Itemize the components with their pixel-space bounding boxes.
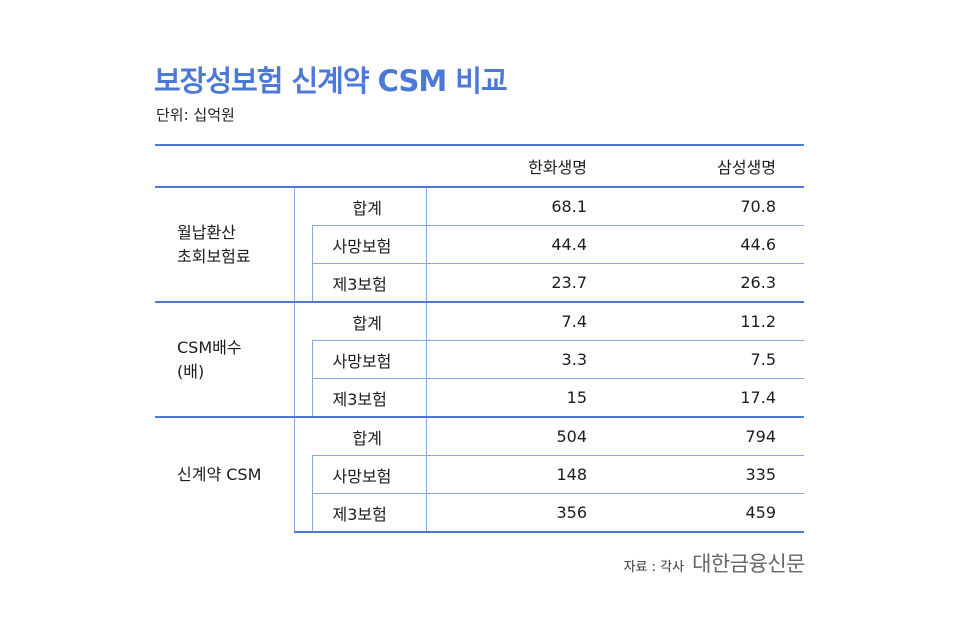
group-label: 신계약 CSM (155, 416, 295, 532)
table-row: 제3보험 15 17.4 (155, 378, 804, 417)
value-samsung: 7.5 (615, 340, 804, 379)
value-samsung: 459 (615, 493, 804, 533)
source-label: 자료 : 각사 (623, 560, 685, 575)
table-row: 제3보험 356 459 (155, 493, 804, 533)
indent-cell (294, 493, 313, 533)
source-credit: 자료 : 각사 대한금융신문 (623, 548, 806, 578)
value-hanwha: 7.4 (426, 301, 615, 341)
table-row: 제3보험 23.7 26.3 (155, 263, 804, 302)
group-label-line: CSM배수 (177, 338, 242, 358)
row-label: 제3보험 (312, 263, 427, 302)
table-row: 월납환산 초회보험료 합계 68.1 70.8 (155, 186, 804, 302)
indent-cell (294, 378, 313, 417)
row-label: 합계 (294, 301, 427, 341)
value-samsung: 17.4 (615, 378, 804, 417)
value-hanwha: 23.7 (426, 263, 615, 302)
group-label-line: (배) (177, 361, 205, 381)
table-row: 사망보험 148 335 (155, 455, 804, 494)
value-hanwha: 148 (426, 455, 615, 494)
csm-comparison-table: 한화생명 삼성생명 월납환산 초회보험료 합계 68.1 70.8 사망보험 44.4 44.… (155, 144, 804, 533)
value-hanwha: 504 (426, 416, 615, 456)
indent-cell (294, 455, 313, 494)
table-row: 신계약 CSM 합계 504 794 (155, 416, 804, 532)
value-hanwha: 44.4 (426, 225, 615, 264)
group-label: CSM배수 (배) (155, 301, 295, 417)
column-header-samsung: 삼성생명 (615, 144, 804, 188)
group-label-line: 월납환산 (177, 223, 236, 243)
value-samsung: 26.3 (615, 263, 804, 302)
value-hanwha: 356 (426, 493, 615, 533)
row-label: 사망보험 (312, 225, 427, 264)
table-row: 사망보험 44.4 44.6 (155, 225, 804, 264)
table-header-row: 한화생명 삼성생명 (155, 144, 804, 188)
table-row: 사망보험 3.3 7.5 (155, 340, 804, 379)
group-label-line: 초회보험료 (177, 246, 251, 266)
row-label: 제3보험 (312, 493, 427, 533)
row-label: 합계 (294, 416, 427, 456)
column-header-hanwha: 한화생명 (426, 144, 615, 188)
value-samsung: 794 (615, 416, 804, 456)
value-samsung: 11.2 (615, 301, 804, 341)
row-label: 사망보험 (312, 455, 427, 494)
value-hanwha: 15 (426, 378, 615, 417)
value-samsung: 70.8 (615, 186, 804, 226)
unit-label: 단위: 십억원 (156, 106, 235, 124)
header-blank (155, 144, 426, 188)
row-label: 합계 (294, 186, 427, 226)
table-row: CSM배수 (배) 합계 7.4 11.2 (155, 301, 804, 417)
value-samsung: 335 (615, 455, 804, 494)
table-body: 월납환산 초회보험료 합계 68.1 70.8 사망보험 44.4 44.6 제3보험 23.7 2… (155, 186, 804, 533)
indent-cell (294, 340, 313, 379)
indent-cell (294, 225, 313, 264)
publisher-logo: 대한금융신문 (692, 552, 805, 576)
value-samsung: 44.6 (615, 225, 804, 264)
value-hanwha: 68.1 (426, 186, 615, 226)
row-label: 사망보험 (312, 340, 427, 379)
row-label: 제3보험 (312, 378, 427, 417)
value-hanwha: 3.3 (426, 340, 615, 379)
group-label-line: 신계약 CSM (177, 465, 262, 485)
page-title: 보장성보험 신계약 CSM 비교 (154, 64, 508, 98)
indent-cell (294, 263, 313, 302)
